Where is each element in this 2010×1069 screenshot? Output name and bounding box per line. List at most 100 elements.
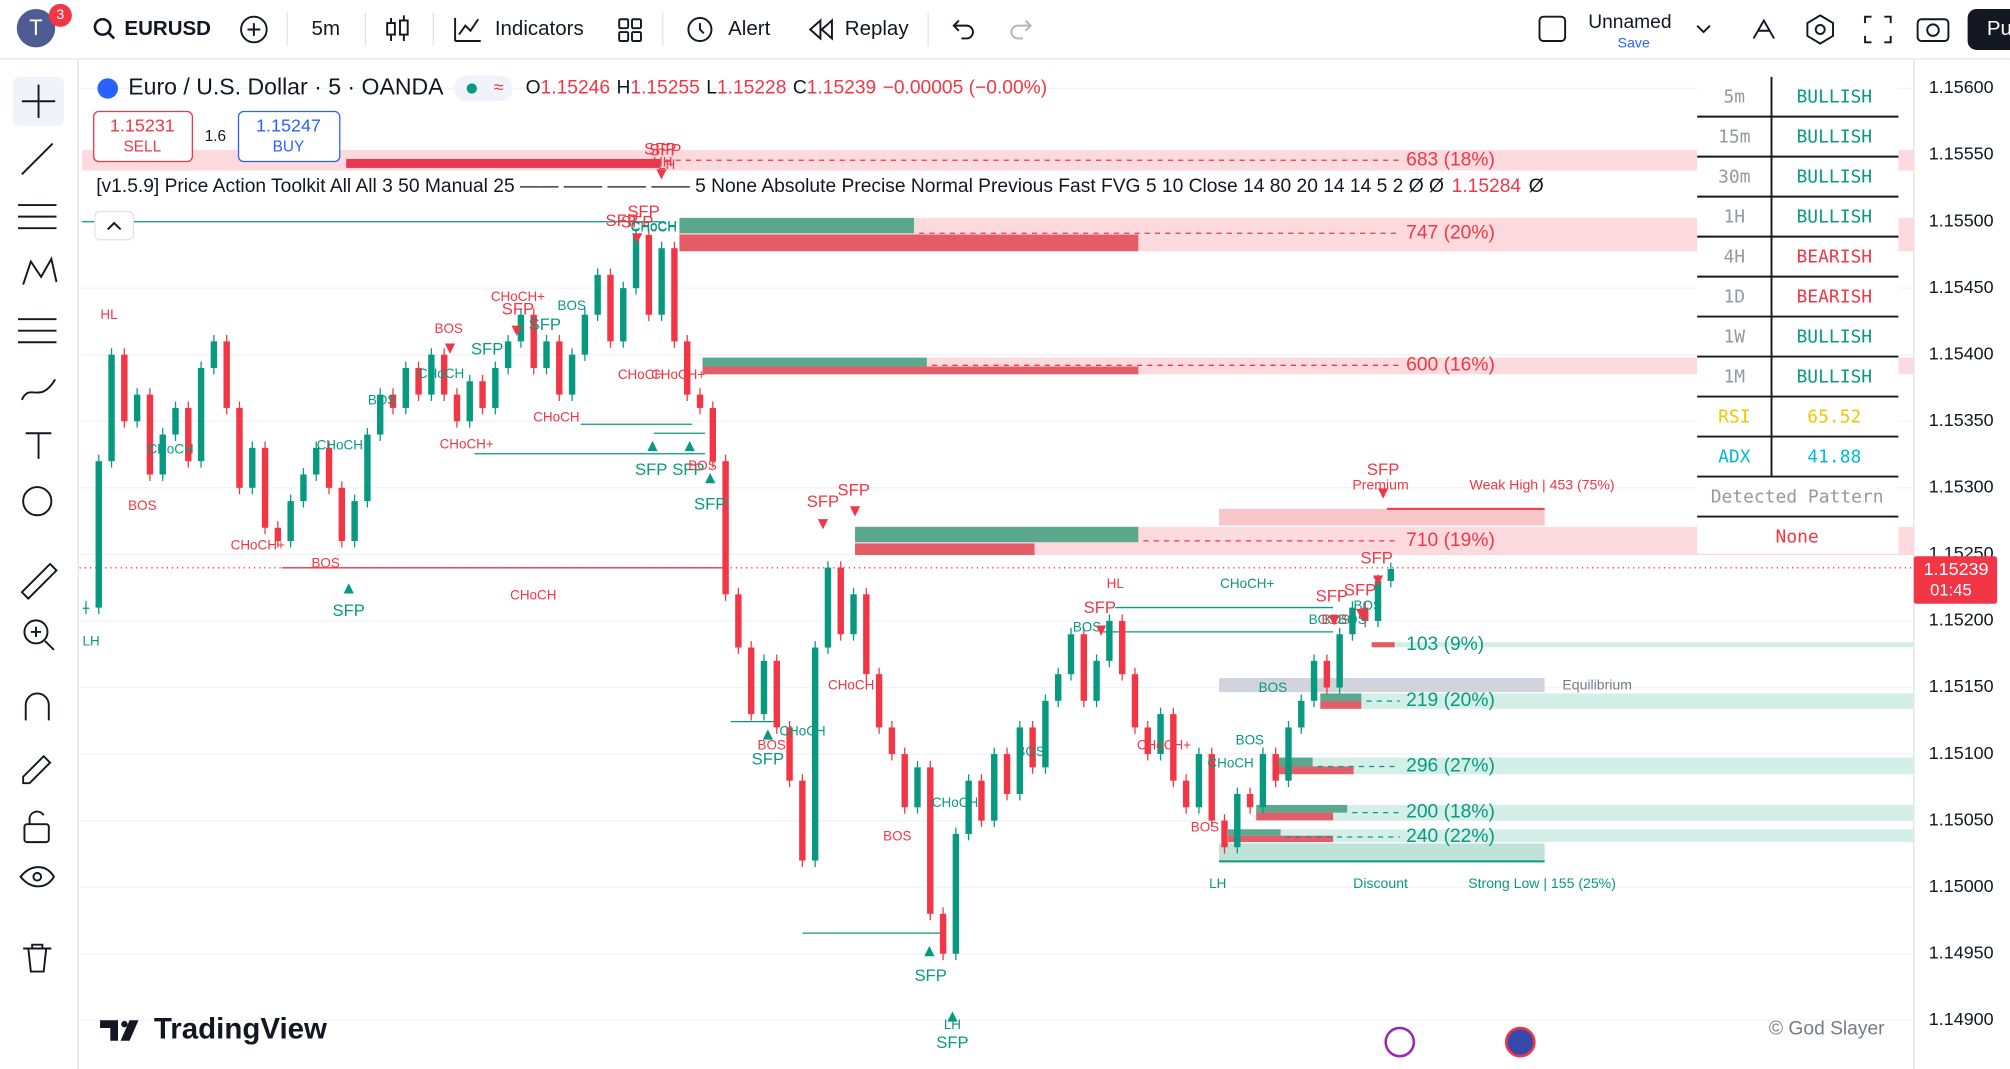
credit: © God Slayer — [1769, 1018, 1885, 1039]
emoji-tool[interactable] — [22, 486, 53, 517]
structure-label: BOS — [688, 458, 716, 473]
interval[interactable]: 5m — [312, 17, 340, 40]
market-open-dot — [466, 83, 477, 94]
trend: BULLISH — [1797, 326, 1873, 347]
price-tick-label: 1.15050 — [1929, 809, 1994, 829]
symbol[interactable]: EURUSD — [124, 17, 211, 40]
search-icon[interactable] — [93, 17, 112, 36]
zone-block — [1320, 701, 1362, 709]
brush-tool[interactable] — [20, 378, 57, 401]
candle — [645, 234, 653, 315]
candle — [1016, 727, 1024, 794]
buy-button[interactable] — [237, 110, 341, 163]
redo-button[interactable] — [1010, 19, 1032, 40]
candle — [504, 341, 512, 368]
compare-button[interactable] — [240, 15, 268, 44]
fib-tool[interactable] — [18, 204, 57, 230]
magnet-tool[interactable] — [24, 692, 50, 721]
prediction-tool[interactable] — [18, 318, 57, 344]
replay-icon[interactable] — [808, 18, 833, 41]
sfp-marker — [762, 729, 773, 740]
candle — [684, 341, 691, 395]
candle — [146, 394, 154, 475]
adx-label: ADX — [1718, 446, 1751, 467]
trend: BULLISH — [1797, 126, 1873, 147]
candle — [581, 314, 589, 355]
visibility-eye — [32, 871, 43, 882]
measure-tool[interactable] — [20, 562, 58, 600]
search-icon-handle — [106, 31, 116, 40]
layout-checkbox[interactable] — [1538, 15, 1567, 42]
bottom-icon[interactable] — [1384, 1026, 1416, 1058]
text-tool[interactable] — [25, 432, 52, 459]
structure-label: SFP — [529, 315, 561, 334]
crosshair-tool[interactable] — [21, 84, 56, 118]
candle — [121, 354, 128, 422]
publish-button[interactable] — [1967, 8, 2010, 50]
replay-button[interactable]: Replay — [845, 17, 910, 40]
pattern-value: None — [1776, 526, 1819, 547]
alert-icon[interactable] — [687, 16, 713, 42]
collapse-button[interactable] — [94, 210, 135, 241]
lock-draw-tool[interactable] — [22, 754, 52, 785]
zone-label: 747 (20%) — [1406, 222, 1495, 243]
alert-button[interactable]: Alert — [728, 17, 770, 40]
visibility-tool[interactable] — [19, 866, 56, 888]
structure-label: CHoCH+ — [231, 538, 285, 553]
sfp-marker — [1372, 575, 1384, 586]
sfp-marker — [924, 945, 935, 957]
layout-name[interactable]: Unnamed — [1588, 12, 1671, 33]
quick-search-icon[interactable] — [1752, 18, 1775, 39]
buy-price: 1.15247 — [256, 116, 321, 136]
candle — [594, 274, 601, 315]
timeframe: 1W — [1724, 326, 1746, 347]
trend: BULLISH — [1797, 366, 1873, 387]
sfp-marker — [1377, 488, 1389, 499]
snapshot-icon[interactable] — [1916, 18, 1950, 42]
indicators-button[interactable]: Indicators — [495, 17, 584, 40]
badge-count: 3 — [56, 6, 64, 22]
collapse-chevron — [107, 221, 122, 231]
price-tick-label: 1.15000 — [1929, 876, 1994, 896]
zoom-tool[interactable] — [23, 619, 49, 645]
save-link[interactable]: Save — [1618, 34, 1650, 50]
indicators-icon[interactable] — [454, 17, 481, 42]
price-tick-label: 1.14900 — [1929, 1009, 1994, 1029]
fullscreen-icon[interactable] — [1864, 15, 1892, 44]
candle — [927, 767, 934, 914]
structure-label: SFP — [1361, 548, 1393, 567]
spread: 1.6 — [205, 128, 226, 145]
candle — [197, 367, 205, 462]
candle — [300, 474, 307, 502]
sfp-marker — [444, 343, 456, 354]
bottom-icon[interactable] — [1504, 1026, 1536, 1058]
structure-label: LH — [83, 634, 100, 649]
lock-tool[interactable] — [23, 823, 50, 844]
adx-value: 41.88 — [1807, 446, 1861, 467]
candle — [1234, 793, 1241, 848]
candle — [159, 434, 166, 475]
structure-label: CHoCH — [1207, 755, 1253, 770]
candle — [1093, 660, 1100, 701]
countdown: 01:45 — [1930, 580, 1972, 599]
sell-button[interactable] — [93, 110, 193, 163]
undo-button[interactable] — [952, 19, 974, 40]
settings-icon[interactable] — [1806, 14, 1834, 45]
candle — [773, 660, 780, 728]
candle — [1221, 820, 1228, 848]
sfp-marker — [1356, 608, 1367, 620]
candle — [939, 913, 947, 954]
avatar[interactable] — [16, 8, 56, 48]
pattern-tool[interactable] — [22, 256, 58, 285]
delete-tool[interactable] — [23, 943, 52, 973]
layout-menu-chevron[interactable] — [1696, 24, 1711, 34]
structure-label: LH — [658, 157, 675, 172]
zone-block — [1228, 829, 1281, 836]
zone-block — [1256, 804, 1348, 813]
layouts-icon[interactable] — [618, 18, 642, 42]
candle — [530, 314, 537, 368]
trendline-tool[interactable] — [21, 142, 54, 176]
symbol-legend: Euro / U.S. Dollar · 5 · OANDA — [128, 74, 444, 100]
zone-text: Strong Low | 155 (25%) — [1468, 875, 1616, 891]
